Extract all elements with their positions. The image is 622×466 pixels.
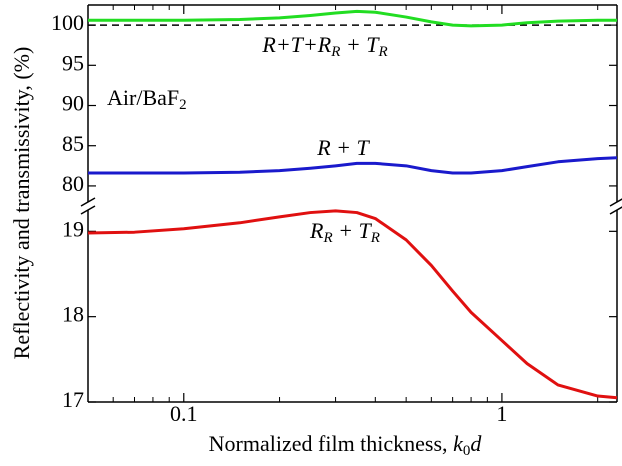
axis-break (80, 197, 96, 207)
data-line (88, 9, 617, 28)
x-axis-label-part: Normalized film thickness, (209, 431, 453, 456)
y-tick-label: 18 (62, 302, 84, 327)
curve-label-part: R (309, 218, 324, 243)
curve-label-part: R + T (316, 135, 370, 160)
curve-label-part: R (370, 230, 380, 246)
x-tick-label: 1 (496, 401, 507, 426)
sample-label: Air/BaF2 (107, 85, 187, 113)
y-tick-label: 90 (62, 91, 84, 116)
curve-label-part: + T (333, 218, 373, 243)
curve-label-part: + T (340, 32, 380, 57)
curve-label: R + T (316, 135, 370, 160)
curve-label: RR + TR (309, 218, 380, 246)
curve-label-part: R (377, 44, 387, 60)
x-axis-label-part: k (453, 431, 464, 456)
axis-break (609, 198, 622, 207)
axis-break (80, 205, 96, 215)
y-tick-label: 95 (62, 50, 84, 75)
data-line (88, 156, 618, 175)
curve-label-part: R+T+R (261, 32, 331, 57)
y-tick-label: 80 (62, 171, 84, 196)
x-axis-label-part: 0 (463, 443, 471, 459)
sample-label-part: 2 (179, 97, 187, 113)
x-axis-label: Normalized film thickness, k0d (209, 431, 483, 459)
curve-label-part: R (323, 230, 333, 246)
axis-break (609, 206, 622, 215)
y-tick-label: 100 (51, 10, 84, 35)
y-tick-label: 85 (62, 131, 84, 156)
x-axis-label-part: d (470, 431, 482, 456)
curve-label-part: R (330, 44, 340, 60)
sample-label-part: Air/BaF (107, 85, 179, 110)
curve-label: R+T+RR + TR (261, 32, 387, 60)
data-line (87, 209, 618, 400)
x-tick-label: 0.1 (170, 401, 198, 426)
y-tick-label: 19 (62, 216, 84, 241)
y-axis-label: Reflectivity and transmissivity, (%) (9, 47, 34, 360)
y-tick-label: 17 (62, 387, 84, 412)
